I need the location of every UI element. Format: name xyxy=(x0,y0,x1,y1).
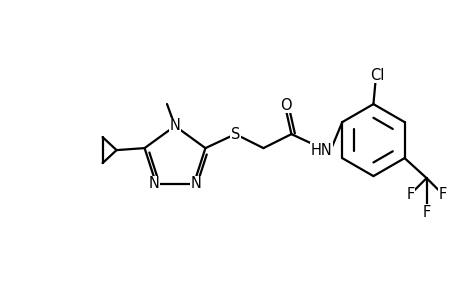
Text: O: O xyxy=(280,98,291,112)
Text: N: N xyxy=(148,176,159,191)
Text: N: N xyxy=(169,118,180,134)
Text: F: F xyxy=(406,187,414,202)
Text: F: F xyxy=(421,205,430,220)
Text: F: F xyxy=(437,187,446,202)
Text: Cl: Cl xyxy=(369,68,384,82)
Text: N: N xyxy=(190,176,201,191)
Text: S: S xyxy=(230,127,240,142)
Text: HN: HN xyxy=(310,142,331,158)
